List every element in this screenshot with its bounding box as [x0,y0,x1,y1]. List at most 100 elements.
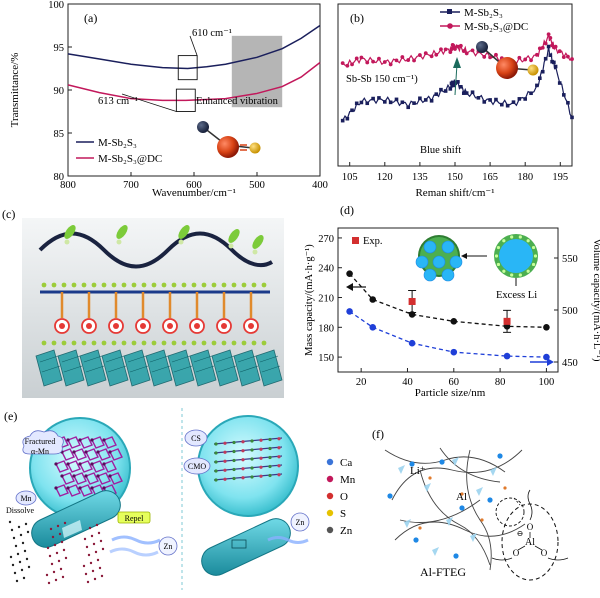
layer-dot [181,282,187,288]
panel-e: (e) Fractured α-Mn Mn Dissolve Repel Zn … [4,408,356,590]
layer-dot [101,282,107,288]
dissolve-dot [90,534,94,538]
a-ytick-label: 85 [54,129,65,140]
panel-d-yticks-right: 550 500 450 [554,254,578,369]
fiber-shard [476,487,483,496]
cmo-atom [232,458,236,463]
crystal-line [239,365,259,373]
li-ion [409,461,415,467]
cmo-atom [250,457,254,461]
panel-d-frame [337,227,559,373]
panel-a-xlabel: Wavenumber/cm⁻¹ [152,187,236,199]
panel-b-legend: M-Sb₂S₃ M-Sb₂S₃@DC [440,7,528,33]
box-610 [177,55,198,81]
cmo-atom [214,460,218,464]
b-point [456,44,460,49]
b-point [459,84,463,89]
legend-e-dot [326,509,334,517]
lattice-atom [96,474,100,478]
layer-dot [171,282,177,288]
b-point [546,32,551,37]
b-point [443,89,448,93]
dissolve-dot [93,577,97,581]
b-point [470,48,475,53]
crystal-line [85,365,105,373]
b-point [561,55,566,60]
pin-core [113,323,119,329]
fiber-shard [490,467,497,476]
b-point [418,53,422,57]
b-point [570,57,574,61]
d-black-point [450,318,458,325]
dissolve-dot [46,546,50,550]
d-xtick-label: 40 [402,377,413,388]
d-xtick-label: 60 [449,377,460,388]
arrow-left-head [346,283,353,291]
layer-dot [161,282,167,288]
b-point [461,91,466,95]
panel-d-letter: (d) [340,203,354,217]
panel-d-xlabel: Particle size/nm [415,387,486,399]
crystal-line [127,355,147,363]
fiber [419,469,491,566]
cmo-atom [232,476,236,481]
b-point [517,97,522,101]
b-point [434,52,439,57]
mn-cloud [15,490,37,506]
zn-wave-right: Zn [267,512,310,544]
legend-exp: Exp. [363,236,383,247]
label-alpha-mn: α-Mn [31,447,49,456]
leaf-icons [64,225,264,255]
crystal-block [189,349,217,387]
crystal-dot [261,340,267,346]
leaf-dot [252,249,258,255]
lattice-cell [67,460,81,473]
layer-dot [91,282,97,288]
panel-b-xticks: 105 120 135 150 165 180 195 [342,162,568,183]
layer-dot [141,282,147,288]
fiber [466,449,492,571]
b-point [412,58,416,63]
legend-e-label: O [340,491,348,503]
lattice-cell [79,484,93,497]
dissolve-dot [12,536,16,540]
lattice-cell [61,472,75,485]
dissolve-dot [97,531,101,535]
dissolve-dot [53,543,57,547]
lattice-cell [55,484,69,497]
crystal-dot [111,340,117,346]
layer-dot [151,282,157,288]
crystal-dot [41,340,47,346]
b-point [488,98,492,102]
a-ytick-label: 100 [48,0,64,11]
leaf-icon [178,225,190,239]
cmo-cloud [183,457,211,475]
dissolve-dot [84,572,88,576]
pin-core [221,323,227,329]
lattice-atom [102,486,106,490]
small-particle [423,268,437,282]
d-ytick-label: 210 [318,294,334,305]
panel-d-xticks: 20 40 60 80 100 [356,368,554,388]
fiber [394,521,526,541]
label-al-fteg: Al-FTEG [420,565,466,579]
capsule-left [31,490,121,548]
dissolve-dot [87,553,91,557]
crystal-line [63,365,83,373]
small-particle [449,255,463,269]
al-complex: Al O O O ⊖ [491,489,569,561]
dissolve-dot [85,545,89,549]
excess-li-dot [526,239,530,243]
d-ytick-label: 180 [318,323,334,334]
lattice-atom [66,438,70,442]
crystal-dot [171,340,177,346]
b-point [400,55,405,59]
b-point [523,57,528,62]
li-ion [453,553,459,559]
leaf-dot [116,239,122,245]
b-point [557,81,562,85]
dissolve-dot [27,565,31,569]
fiber-shard [424,483,431,492]
lattice-atom [90,462,94,466]
fiber [439,447,501,483]
